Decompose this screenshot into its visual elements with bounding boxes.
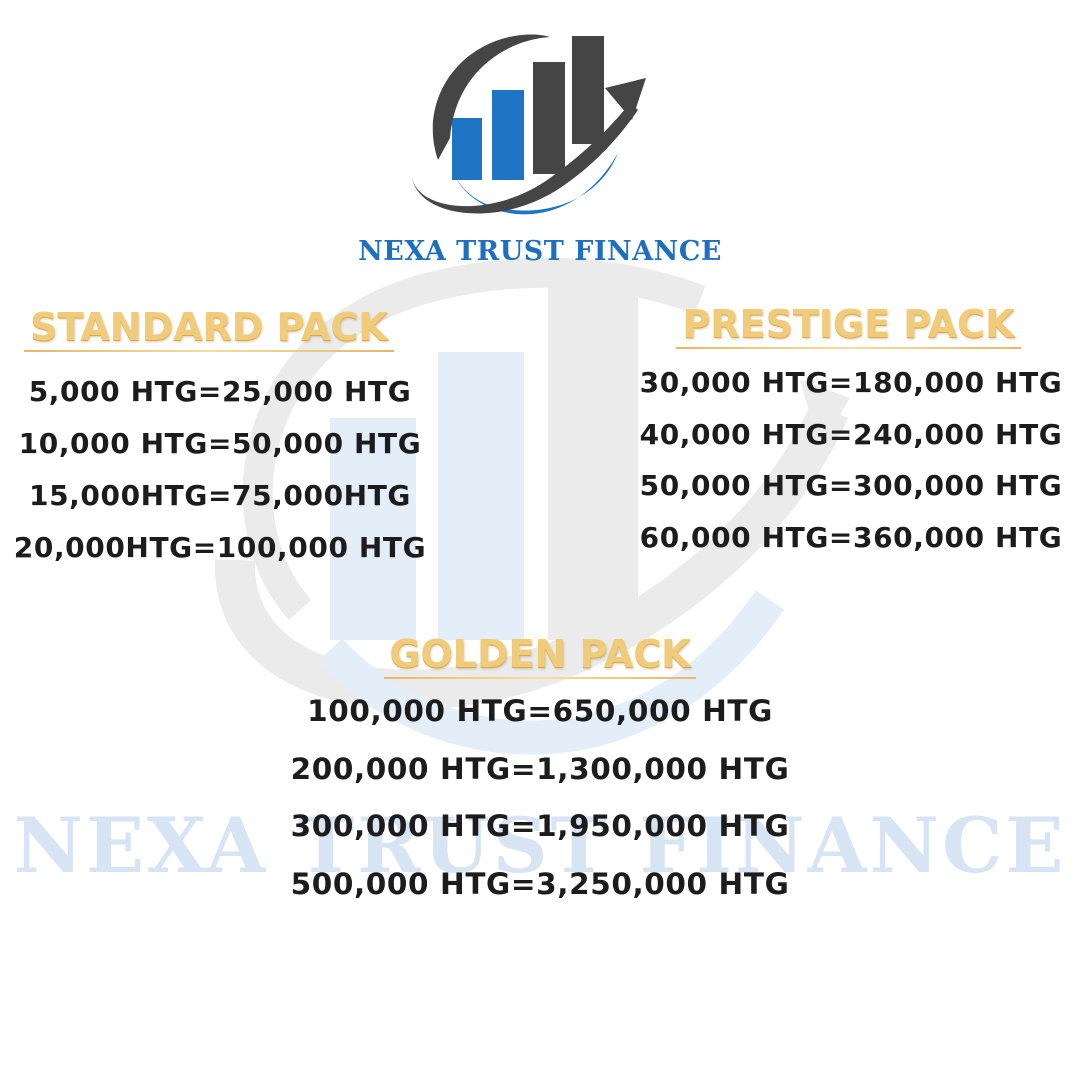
golden-pack-title: GOLDEN PACK bbox=[384, 632, 696, 679]
title-underline bbox=[676, 347, 1021, 349]
rate-item: 15,000HTG=75,000HTG bbox=[29, 479, 411, 512]
rate-item: 20,000HTG=100,000 HTG bbox=[13, 531, 427, 564]
standard-pack-title-text: STANDARD PACK bbox=[30, 305, 388, 349]
rate-item: 50,000 HTG=300,000 HTG bbox=[639, 469, 1063, 502]
rate-item: 500,000 HTG=3,250,000 HTG bbox=[290, 866, 790, 901]
prestige-pack-title-text: PRESTIGE PACK bbox=[682, 302, 1015, 346]
prestige-pack-rates: 30,000 HTG=180,000 HTG 40,000 HTG=240,00… bbox=[636, 363, 1066, 569]
standard-pack-rates: 5,000 HTG=25,000 HTG 10,000 HTG=50,000 H… bbox=[10, 372, 430, 580]
golden-pack-rates: 100,000 HTG=650,000 HTG 200,000 HTG=1,30… bbox=[240, 690, 840, 920]
rate-item: 30,000 HTG=180,000 HTG bbox=[639, 366, 1063, 399]
rate-item: 40,000 HTG=240,000 HTG bbox=[639, 417, 1063, 451]
standard-pack-title: STANDARD PACK bbox=[24, 305, 394, 352]
prestige-pack-title: PRESTIGE PACK bbox=[676, 302, 1021, 349]
rate-item: 200,000 HTG=1,300,000 HTG bbox=[290, 751, 790, 786]
bar-chart-growth-arrow-icon bbox=[412, 34, 646, 215]
rate-item: 5,000 HTG=25,000 HTG bbox=[28, 375, 412, 408]
title-underline bbox=[24, 350, 394, 352]
rate-item: 60,000 HTG=360,000 HTG bbox=[639, 520, 1063, 554]
brand-name: NEXA TRUST FINANCE bbox=[358, 236, 722, 267]
rate-item: 100,000 HTG=650,000 HTG bbox=[307, 694, 773, 728]
rate-item: 300,000 HTG=1,950,000 HTG bbox=[290, 809, 790, 843]
rate-item: 10,000 HTG=50,000 HTG bbox=[18, 427, 422, 460]
golden-pack-title-text: GOLDEN PACK bbox=[389, 632, 691, 676]
title-underline bbox=[384, 677, 696, 679]
